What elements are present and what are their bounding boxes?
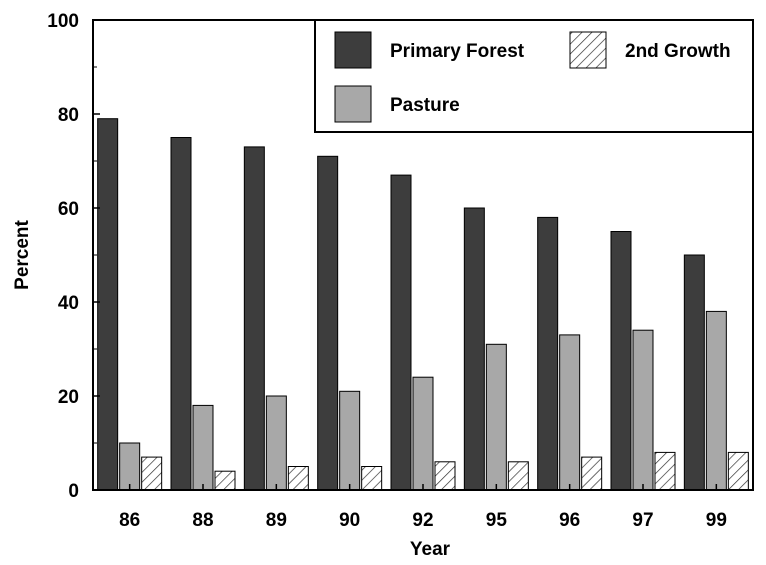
bar-pasture-86 — [119, 442, 141, 491]
legend: Primary Forest 2nd Growth Pasture — [314, 19, 754, 133]
legend-swatch-primary-forest — [334, 31, 372, 69]
x-tick-label: 99 — [706, 510, 727, 531]
legend-label-pasture: Pasture — [390, 95, 460, 116]
bar-pasture-89 — [265, 395, 287, 491]
y-tick-label: 0 — [68, 481, 79, 502]
bar-2nd-growth-97 — [654, 451, 676, 491]
bar-2nd-growth-86 — [141, 456, 163, 491]
y-tick-label: 60 — [58, 199, 79, 220]
bar-pasture-96 — [559, 334, 581, 491]
bar-primary-forest-88 — [170, 137, 192, 491]
bar-primary-forest-97 — [610, 231, 632, 491]
bar-2nd-growth-99 — [727, 451, 749, 491]
bar-primary-forest-99 — [683, 254, 705, 491]
bar-pasture-92 — [412, 376, 434, 491]
legend-swatch-2nd-growth — [569, 31, 607, 69]
bar-pasture-88 — [192, 404, 214, 491]
bars-group — [97, 118, 749, 491]
x-tick-label: 95 — [486, 510, 508, 531]
bar-pasture-90 — [339, 390, 361, 491]
bar-primary-forest-92 — [390, 174, 412, 491]
bar-2nd-growth-90 — [361, 466, 383, 491]
y-tick-label: 80 — [58, 105, 79, 126]
bar-2nd-growth-95 — [507, 461, 529, 491]
x-ticks-group: 86 88 89 90 92 95 96 97 99 — [119, 484, 727, 531]
y-tick-label: 40 — [58, 293, 79, 314]
legend-swatch-pasture — [334, 85, 372, 123]
bar-2nd-growth-89 — [287, 466, 309, 491]
y-axis-label: Percent — [12, 219, 33, 289]
bar-primary-forest-96 — [537, 216, 559, 491]
x-tick-label: 90 — [339, 510, 360, 531]
bar-primary-forest-90 — [317, 155, 339, 491]
y-tick-label: 100 — [47, 11, 79, 32]
x-tick-label: 86 — [119, 510, 140, 531]
bar-primary-forest-95 — [463, 207, 485, 491]
bar-primary-forest-89 — [243, 146, 265, 491]
bar-pasture-97 — [632, 329, 654, 491]
bar-2nd-growth-96 — [581, 456, 603, 491]
legend-label-primary-forest: Primary Forest — [390, 41, 525, 62]
x-tick-label: 96 — [559, 510, 580, 531]
y-tick-label: 20 — [58, 387, 79, 408]
legend-frame — [314, 19, 754, 133]
legend-label-2nd-growth: 2nd Growth — [625, 41, 731, 62]
x-tick-label: 88 — [192, 510, 213, 531]
x-tick-label: 97 — [632, 510, 653, 531]
x-tick-label: 89 — [266, 510, 287, 531]
bar-pasture-95 — [485, 343, 507, 491]
bar-2nd-growth-92 — [434, 461, 456, 491]
x-tick-label: 92 — [412, 510, 433, 531]
bar-pasture-99 — [705, 310, 727, 491]
bar-2nd-growth-88 — [214, 470, 236, 491]
x-axis-label: Year — [410, 539, 451, 560]
bar-primary-forest-86 — [97, 118, 119, 491]
